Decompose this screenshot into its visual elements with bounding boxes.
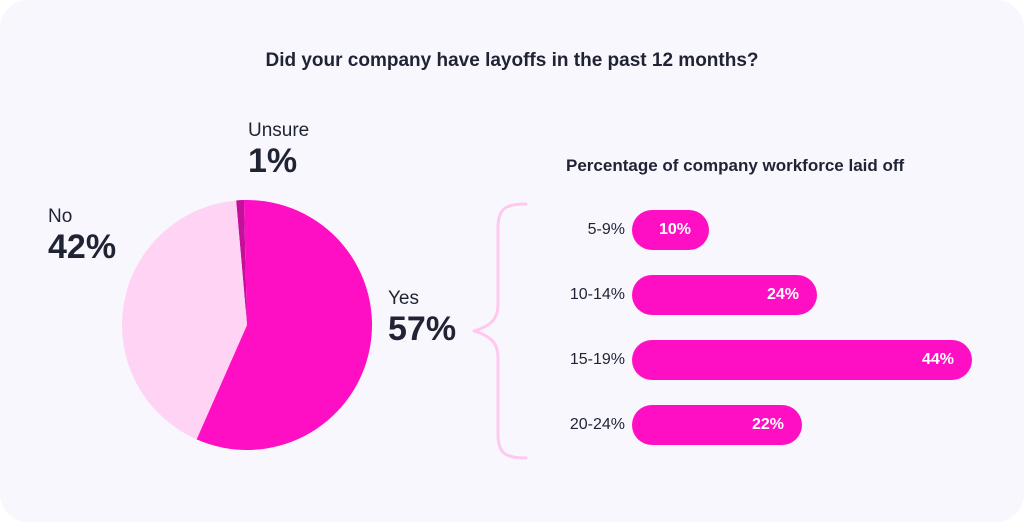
bar-category-5to9: 5-9% bbox=[587, 221, 625, 238]
bar-20to24: 22% bbox=[632, 405, 802, 445]
pie-label-unsure: Unsure 1% bbox=[248, 121, 309, 178]
bar-category-15to19: 15-19% bbox=[569, 351, 625, 368]
chart-title: Did your company have layoffs in the pas… bbox=[265, 50, 759, 71]
bar-15to19: 44% bbox=[632, 340, 972, 380]
bar-value-label-20to24: 22% bbox=[751, 416, 784, 433]
pie-label-yes-name: Yes bbox=[388, 288, 419, 309]
pie-label-unsure-value: 1% bbox=[248, 142, 298, 180]
bar-10to14: 24% bbox=[632, 275, 817, 315]
bar-chart-title: Percentage of company workforce laid off bbox=[566, 156, 905, 175]
brace-connector bbox=[472, 202, 528, 460]
bar-5to9: 10% bbox=[632, 210, 709, 250]
pie-label-no: No 42% bbox=[48, 207, 116, 264]
bar-category-20to24: 20-24% bbox=[569, 416, 625, 433]
pie-label-yes-value: 57% bbox=[388, 310, 457, 348]
brace-path bbox=[472, 202, 528, 460]
pie-slice-yes bbox=[196, 200, 373, 451]
bar-value-label-10to14: 24% bbox=[766, 286, 799, 303]
bar-value-label-15to19: 44% bbox=[921, 351, 954, 368]
bar-category-10to14: 10-14% bbox=[569, 286, 625, 303]
pie-label-no-value: 42% bbox=[48, 228, 117, 266]
bar-value-label-5to9: 10% bbox=[658, 221, 691, 238]
pie-slice-no bbox=[122, 200, 247, 440]
pie-chart bbox=[122, 200, 373, 451]
pie-label-no-name: No bbox=[48, 206, 73, 227]
pie-label-unsure-name: Unsure bbox=[248, 120, 310, 141]
pie-label-yes: Yes 57% bbox=[388, 289, 456, 346]
pie-slice-unsure bbox=[236, 200, 247, 325]
